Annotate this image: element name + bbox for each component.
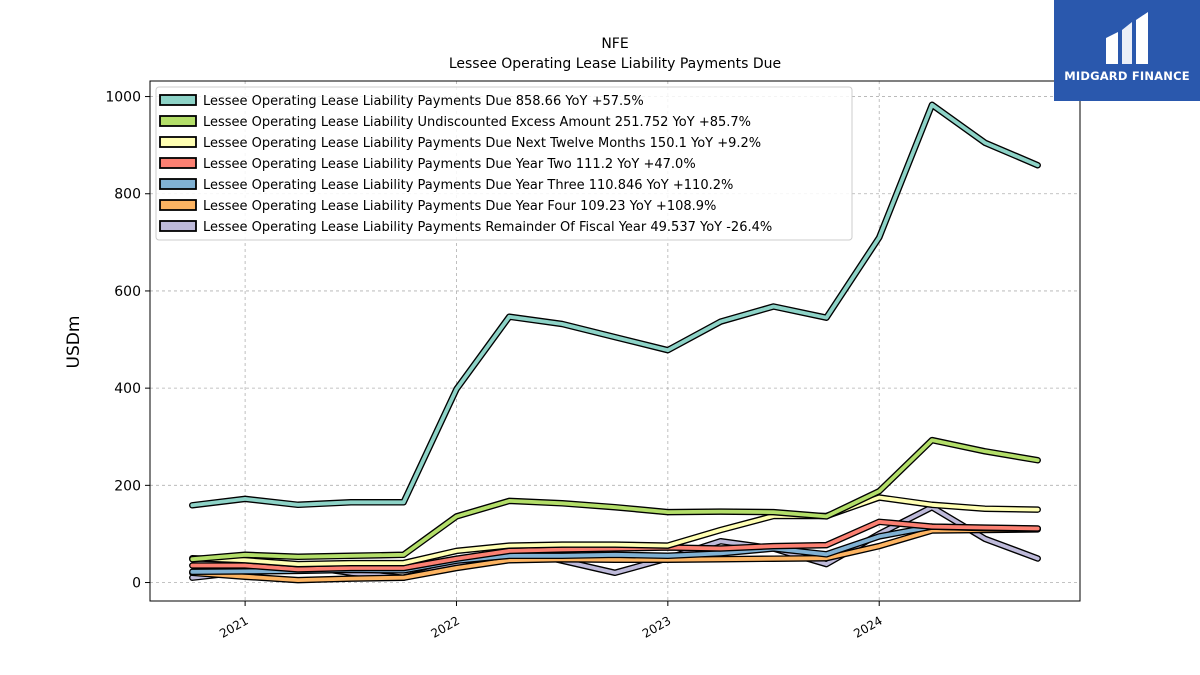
series-line-stroke: [190, 495, 1040, 566]
logo-text: MIDGARD FINANCE: [1064, 69, 1190, 83]
legend: Lessee Operating Lease Liability Payment…: [155, 86, 853, 241]
chart-subtitle: Lessee Operating Lease Liability Payment…: [449, 56, 781, 72]
brand-logo: MIDGARD FINANCE: [1054, 0, 1200, 101]
x-tick-label: 2024: [851, 613, 884, 640]
y-tick-label: 800: [114, 187, 141, 203]
legend-swatch: [159, 178, 197, 190]
y-tick-label: 200: [114, 478, 141, 494]
legend-swatch: [159, 199, 197, 211]
legend-label: Lessee Operating Lease Liability Payment…: [203, 136, 761, 151]
plot-frame: [149, 80, 1081, 602]
series-line-stroke: [190, 438, 1040, 562]
legend-swatch: [159, 94, 197, 106]
series-line: [189, 436, 1041, 563]
legend-item: Lessee Operating Lease Liability Payment…: [159, 220, 772, 235]
legend-swatch: [159, 136, 197, 148]
y-tick-label: 600: [114, 284, 141, 300]
series-line: [189, 518, 1041, 573]
legend-item: Lessee Operating Lease Liability Payment…: [159, 199, 716, 214]
x-tick-label: 2022: [429, 613, 462, 640]
legend-label: Lessee Operating Lease Liability Payment…: [203, 220, 772, 235]
series-line-stroke: [190, 102, 1040, 508]
series-line-stroke: [190, 519, 1040, 572]
series-lines: [189, 101, 1041, 584]
legend-item: Lessee Operating Lease Liability Payment…: [159, 136, 761, 151]
legend-label: Lessee Operating Lease Liability Payment…: [203, 94, 644, 109]
series-line-stroke: [190, 527, 1040, 582]
legend-label: Lessee Operating Lease Liability Payment…: [203, 157, 696, 172]
legend-swatch: [159, 157, 197, 169]
legend-item: Lessee Operating Lease Liability Undisco…: [159, 115, 751, 130]
legend-box: [155, 86, 853, 241]
legend-swatch: [159, 220, 197, 232]
y-tick-label: 400: [114, 381, 141, 397]
legend-label: Lessee Operating Lease Liability Payment…: [203, 178, 733, 193]
y-tick-label: 1000: [105, 90, 141, 106]
x-tick-label: 2023: [640, 613, 673, 640]
legend-item: Lessee Operating Lease Liability Payment…: [159, 157, 696, 172]
x-tick-label: 2021: [217, 613, 250, 640]
midgard-finance-logo-icon: [1106, 12, 1148, 64]
legend-item: Lessee Operating Lease Liability Payment…: [159, 94, 644, 109]
legend-label: Lessee Operating Lease Liability Undisco…: [203, 115, 751, 130]
x-axis: 2021 2022 2023 2024: [217, 601, 885, 641]
y-tick-label: 0: [132, 576, 141, 592]
y-axis: 0 200 400 600 800 1000: [105, 90, 150, 592]
series-line: [189, 494, 1041, 568]
y-axis-label: USDm: [64, 316, 84, 369]
chart-title: NFE: [601, 36, 628, 52]
legend-label: Lessee Operating Lease Liability Payment…: [203, 199, 716, 214]
legend-item: Lessee Operating Lease Liability Payment…: [159, 178, 733, 193]
series-line: [189, 101, 1041, 509]
series-line: [189, 526, 1041, 584]
legend-swatch: [159, 115, 197, 127]
